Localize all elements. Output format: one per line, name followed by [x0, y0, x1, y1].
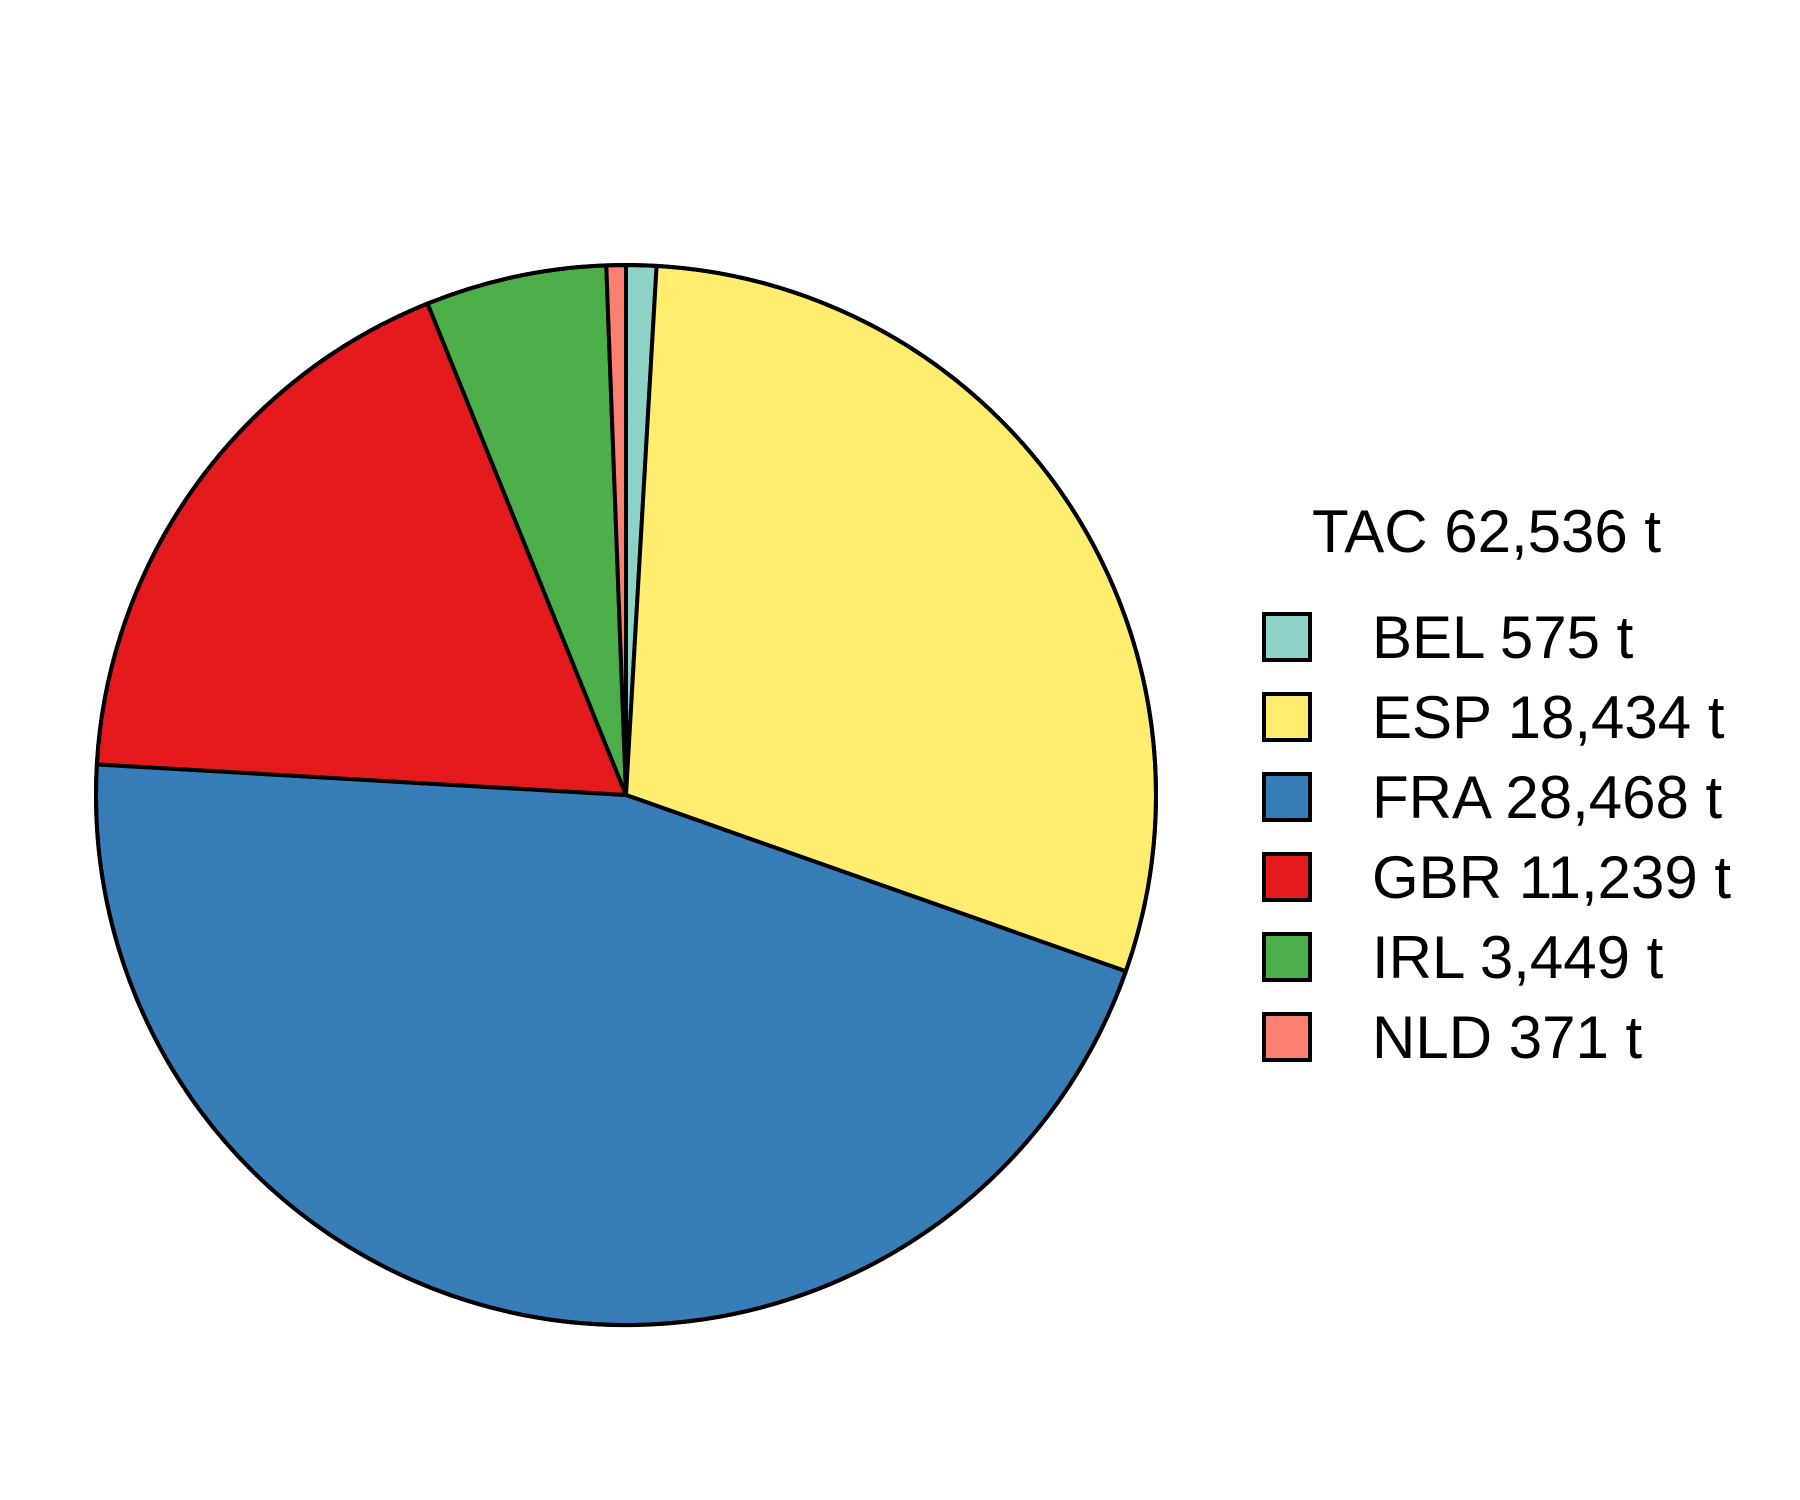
legend-label-esp: ESP 18,434 t — [1372, 684, 1725, 751]
legend-swatch-esp — [1262, 692, 1312, 742]
legend-label-fra: FRA 28,468 t — [1372, 764, 1723, 831]
legend-swatch-fra — [1262, 772, 1312, 822]
legend: TAC 62,536 t BEL 575 t ESP 18,434 t FRA 28… — [1262, 498, 1731, 1071]
legend-label-bel: BEL 575 t — [1372, 604, 1634, 671]
legend-title: TAC 62,536 t — [1312, 498, 1661, 565]
legend-swatch-bel — [1262, 612, 1312, 662]
legend-swatch-irl — [1262, 932, 1312, 982]
pie-slices — [94, 262, 1158, 1327]
legend-swatch-gbr — [1262, 852, 1312, 902]
legend-label-irl: IRL 3,449 t — [1372, 924, 1664, 991]
legend-label-nld: NLD 371 t — [1372, 1004, 1642, 1071]
pie-outline — [94, 263, 1158, 1327]
legend-swatch-nld — [1262, 1012, 1312, 1062]
legend-label-gbr: GBR 11,239 t — [1372, 844, 1731, 911]
